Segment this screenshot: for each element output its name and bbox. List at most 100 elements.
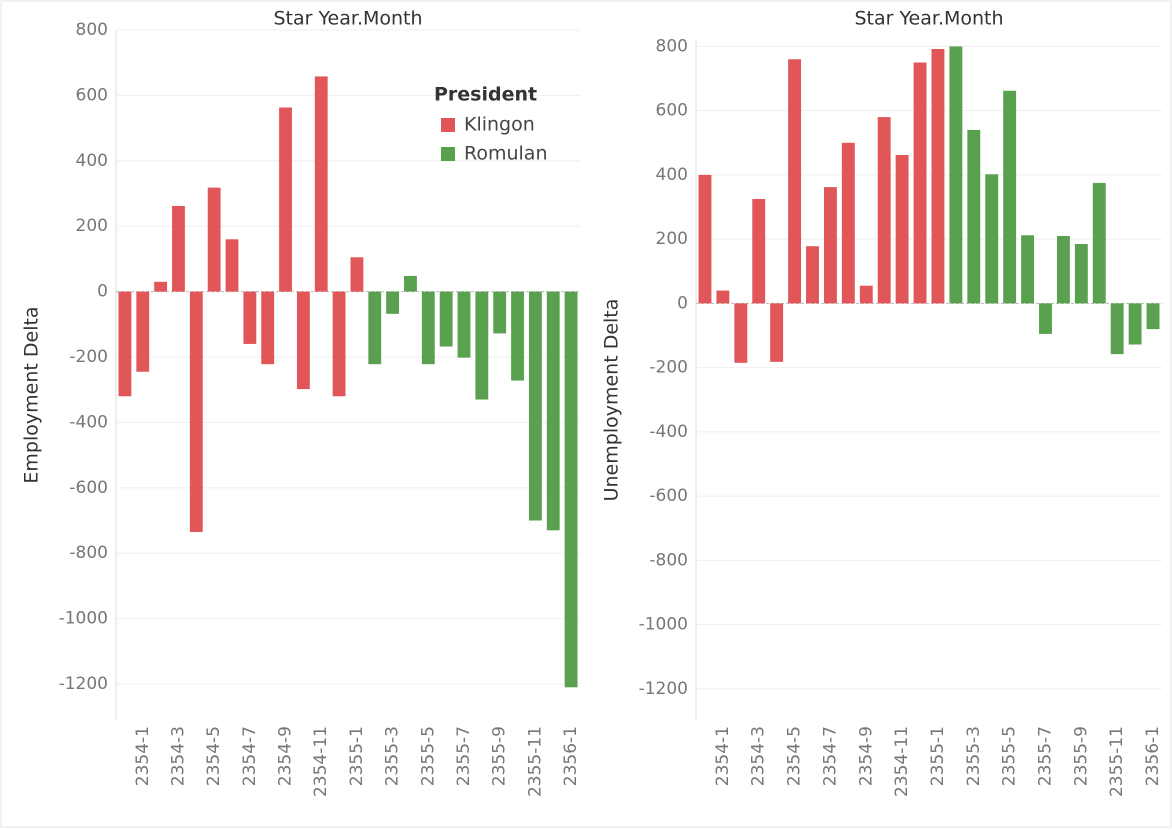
x-tick-label: 2355-7	[454, 726, 474, 786]
y-axis-label: Employment Delta	[21, 306, 43, 483]
x-tick-label: 2355-7	[1036, 726, 1056, 786]
y-tick-label: -600	[649, 486, 688, 506]
x-tick-label: 2354-1	[133, 726, 153, 786]
x-tick-label: 2354-1	[713, 726, 733, 786]
bar	[1039, 303, 1052, 334]
bar	[931, 48, 945, 304]
x-tick-label: 2355-11	[525, 726, 545, 797]
bar	[368, 291, 382, 365]
legend-swatch	[441, 118, 455, 132]
y-tick-label: -1200	[639, 679, 688, 699]
y-tick-label: -400	[649, 422, 688, 442]
bar	[172, 205, 185, 292]
x-tick-label: 2356-1	[561, 726, 581, 786]
x-tick-label: 2355-11	[1107, 726, 1127, 797]
legend-title: President	[434, 84, 537, 106]
bar	[1021, 235, 1035, 304]
bar	[404, 275, 417, 292]
bar	[698, 174, 712, 304]
y-tick-label: 200	[656, 229, 688, 249]
y-tick-label: 0	[97, 282, 108, 302]
bar	[734, 303, 748, 363]
y-tick-label: 400	[656, 165, 688, 185]
y-tick-label: -1000	[59, 609, 108, 629]
bar	[493, 291, 507, 334]
legend-label: Klingon	[464, 114, 535, 136]
bar	[877, 117, 891, 304]
x-tick-label: 2354-7	[240, 726, 260, 786]
x-tick-label: 2355-9	[490, 726, 510, 786]
bar	[314, 76, 328, 292]
bar	[1092, 182, 1106, 304]
x-tick-label: 2355-3	[383, 726, 403, 786]
y-tick-label: -200	[69, 347, 108, 367]
y-tick-label: 400	[76, 151, 108, 171]
bar	[1056, 235, 1070, 304]
x-tick-label: 2355-5	[1000, 726, 1020, 786]
chart-title: Star Year.Month	[273, 8, 422, 30]
x-tick-label: 2354-11	[892, 726, 912, 797]
bar	[136, 291, 150, 372]
x-tick-label: 2354-9	[856, 726, 876, 786]
x-tick-label: 2355-9	[1071, 726, 1091, 786]
x-tick-label: 2354-5	[785, 726, 805, 786]
y-tick-label: 200	[76, 216, 108, 236]
x-tick-label: 2356-1	[1143, 726, 1163, 786]
bar	[1074, 243, 1088, 304]
bar	[457, 291, 471, 358]
bar	[1146, 303, 1160, 330]
y-tick-label: 800	[76, 20, 108, 40]
bar	[895, 154, 909, 304]
y-tick-label: -800	[69, 543, 108, 563]
x-tick-label: 2354-7	[820, 726, 840, 786]
y-tick-label: 800	[656, 36, 688, 56]
bar	[564, 291, 578, 688]
y-tick-label: -800	[649, 550, 688, 570]
bar	[788, 59, 802, 304]
legend-label: Romulan	[464, 143, 548, 165]
x-tick-label: 2354-9	[276, 726, 296, 786]
bar	[841, 142, 855, 304]
bar	[1128, 303, 1142, 345]
y-tick-label: 600	[76, 85, 108, 105]
bar	[279, 107, 292, 292]
x-tick-label: 2355-1	[347, 726, 367, 786]
bar	[475, 291, 489, 400]
x-tick-label: 2354-11	[311, 726, 331, 797]
bar	[350, 257, 364, 292]
bar	[913, 62, 927, 304]
bar	[421, 291, 435, 365]
bar	[386, 291, 400, 314]
bar	[806, 246, 819, 304]
y-tick-label: -1200	[59, 674, 108, 694]
y-tick-label: 600	[656, 101, 688, 121]
bar	[296, 291, 310, 390]
x-tick-label: 2354-5	[204, 726, 224, 786]
y-tick-label: -1000	[639, 615, 688, 635]
bar	[752, 198, 766, 304]
bar	[716, 290, 730, 304]
bar	[967, 129, 981, 304]
bar	[243, 291, 257, 344]
bar	[439, 291, 453, 347]
bar	[823, 187, 837, 304]
bar	[207, 187, 221, 292]
bar	[1003, 90, 1017, 304]
bar	[949, 46, 963, 304]
bar	[1110, 303, 1124, 355]
x-tick-label: 2354-3	[168, 726, 188, 786]
y-axis-label: Unemployment Delta	[601, 299, 623, 502]
chart-title: Star Year.Month	[854, 8, 1003, 30]
legend-swatch	[441, 147, 455, 161]
x-tick-label: 2355-1	[928, 726, 948, 786]
bar	[770, 303, 784, 362]
bar	[859, 285, 873, 304]
bar	[511, 291, 524, 381]
bar	[985, 174, 999, 304]
bar	[546, 291, 560, 531]
bar	[261, 291, 275, 365]
y-tick-label: -200	[649, 358, 688, 378]
bar	[154, 281, 168, 292]
